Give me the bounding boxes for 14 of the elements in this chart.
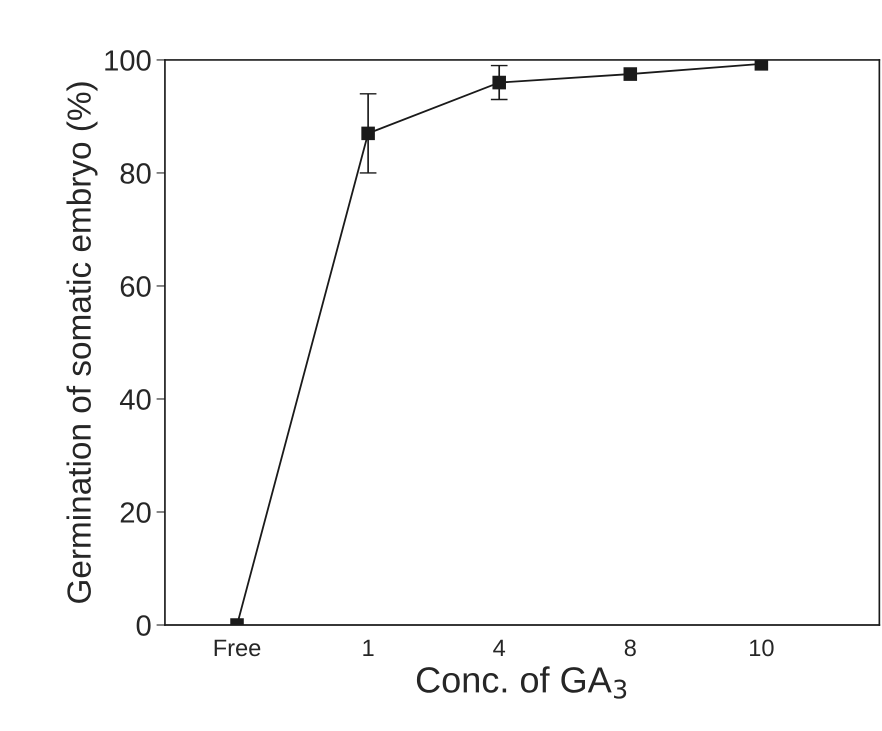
x-tick-label: Free: [214, 640, 260, 656]
y-tick-label: 20: [120, 502, 151, 523]
x-tick-label: 1: [363, 640, 374, 656]
point: [624, 67, 638, 81]
y-tick-label: 0: [136, 615, 151, 636]
y-tick-label: 60: [120, 276, 151, 297]
x-axis-title: Conc. of GA$_{3}$: [416, 666, 626, 699]
y-axis-title: Germination of somatic embryo (%): [66, 82, 98, 603]
y-tick-label: 100: [105, 50, 151, 71]
x-tick-label: 10: [750, 640, 774, 656]
x-tick-label: 4: [493, 640, 506, 656]
y-tick-label: 40: [120, 389, 151, 410]
x-tick-label: 8: [624, 640, 636, 656]
y-tick-label: 80: [120, 163, 151, 184]
